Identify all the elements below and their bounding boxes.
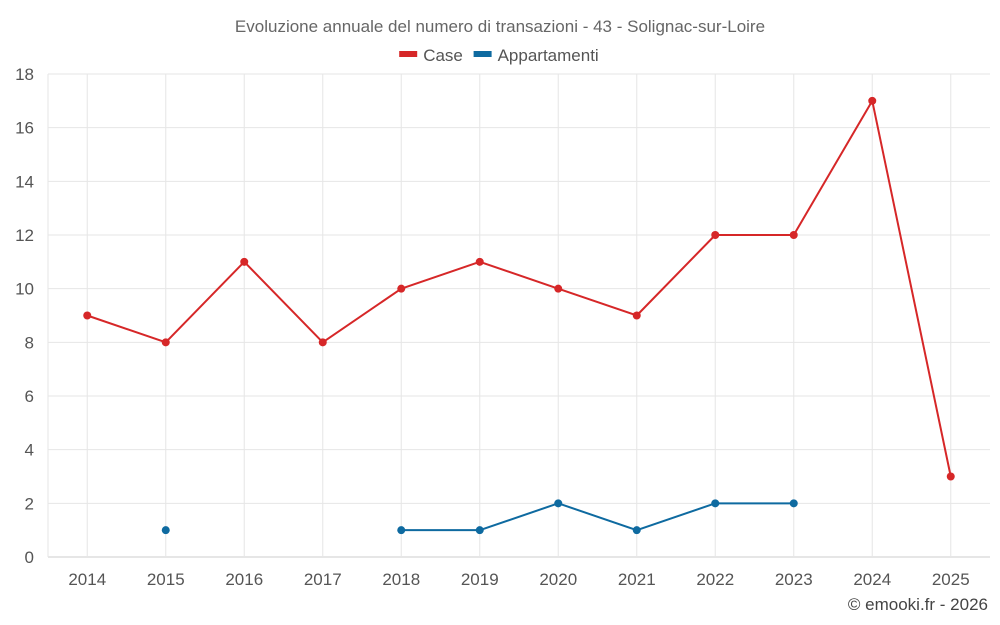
y-tick-label: 16 bbox=[15, 119, 34, 138]
x-tick-label: 2018 bbox=[382, 570, 420, 589]
series-layer bbox=[83, 96, 955, 535]
y-tick-label: 14 bbox=[15, 172, 34, 191]
data-point bbox=[397, 284, 406, 293]
x-tick-label: 2020 bbox=[539, 570, 577, 589]
axes: 0 2 4 6 8 10 12 14 16 18 2014 2015 2016 2017 2018 2019 2… bbox=[15, 65, 970, 589]
y-tick-label: 8 bbox=[25, 333, 34, 352]
x-tick-label: 2016 bbox=[225, 570, 263, 589]
data-point bbox=[318, 338, 327, 347]
data-point bbox=[554, 284, 563, 293]
data-point bbox=[711, 499, 720, 508]
data-point bbox=[711, 231, 720, 239]
data-point bbox=[789, 231, 798, 239]
x-tick-label: 2025 bbox=[932, 570, 970, 589]
y-tick-label: 18 bbox=[15, 65, 34, 84]
y-tick-label: 4 bbox=[25, 441, 34, 460]
data-point bbox=[83, 311, 92, 320]
data-point bbox=[946, 472, 955, 481]
data-point bbox=[161, 526, 170, 535]
x-tick-label: 2023 bbox=[775, 570, 813, 589]
legend-swatch bbox=[473, 51, 492, 57]
data-point bbox=[475, 526, 484, 535]
data-point bbox=[554, 499, 563, 508]
y-tick-label: 2 bbox=[25, 494, 34, 513]
y-tick-label: 0 bbox=[25, 548, 34, 567]
data-point bbox=[632, 526, 641, 535]
legend-label: Appartamenti bbox=[498, 46, 599, 65]
chart-title: Evoluzione annuale del numero di transaz… bbox=[235, 17, 765, 36]
y-tick-label: 6 bbox=[25, 387, 34, 406]
x-tick-label: 2021 bbox=[618, 570, 656, 589]
series-appartamenti bbox=[161, 499, 798, 535]
grid bbox=[48, 73, 990, 558]
x-tick-label: 2019 bbox=[461, 570, 499, 589]
series-line bbox=[401, 502, 794, 532]
legend-item-case[interactable]: Case bbox=[399, 46, 463, 65]
x-tick-label: 2017 bbox=[304, 570, 342, 589]
series-case bbox=[83, 96, 955, 481]
legend-label: Case bbox=[423, 46, 463, 65]
data-point bbox=[632, 311, 641, 320]
y-tick-label: 12 bbox=[15, 226, 34, 245]
legend: Case Appartamenti bbox=[399, 46, 599, 65]
data-point bbox=[240, 257, 249, 266]
series-line bbox=[86, 99, 952, 477]
data-point bbox=[161, 338, 170, 347]
data-point bbox=[475, 257, 484, 266]
legend-item-appartamenti[interactable]: Appartamenti bbox=[473, 46, 599, 65]
x-tick-label: 2014 bbox=[68, 570, 106, 589]
footer-credit: © emooki.fr - 2026 bbox=[848, 595, 988, 614]
x-tick-label: 2015 bbox=[147, 570, 185, 589]
y-tick-label: 10 bbox=[15, 280, 34, 299]
legend-swatch bbox=[399, 51, 418, 57]
data-point bbox=[868, 96, 877, 105]
data-point bbox=[397, 526, 406, 535]
x-tick-label: 2022 bbox=[696, 570, 734, 589]
x-tick-label: 2024 bbox=[853, 570, 891, 589]
data-point bbox=[789, 499, 798, 508]
